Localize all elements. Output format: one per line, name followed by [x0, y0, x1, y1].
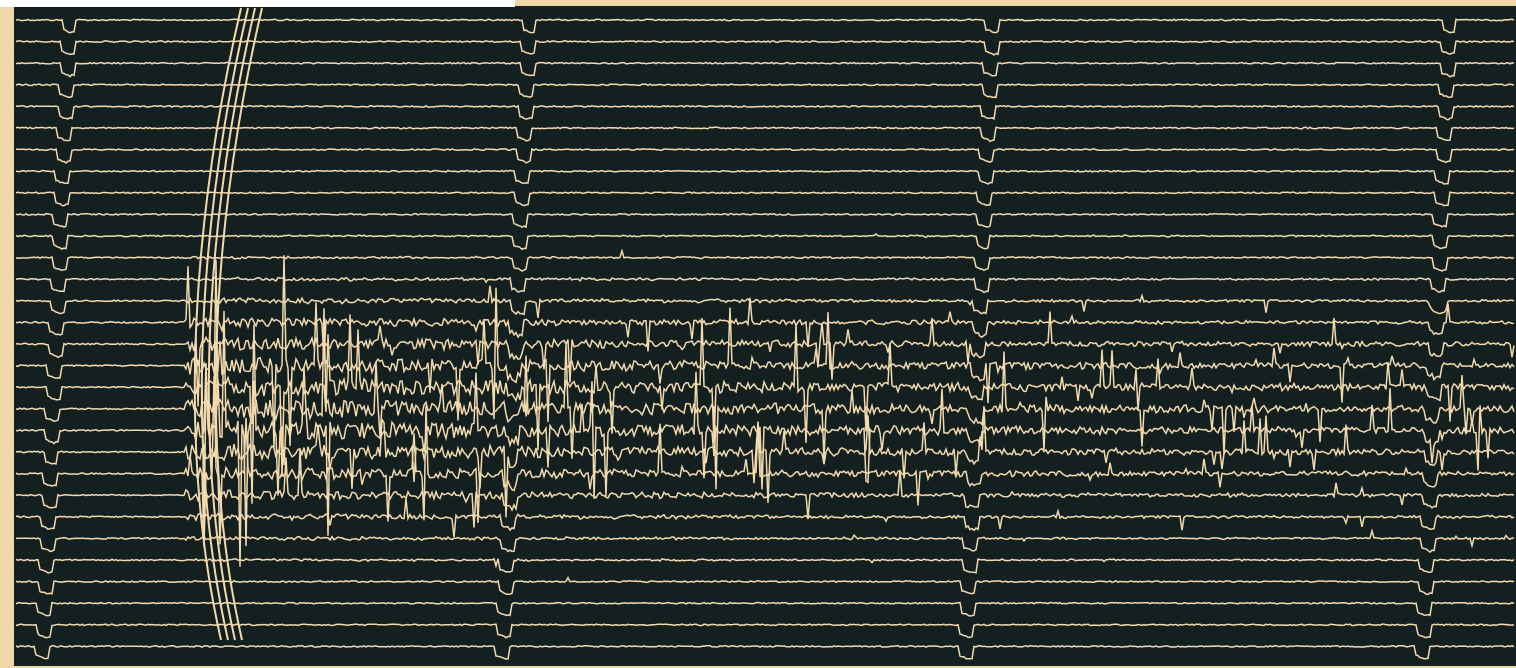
trace-line: [15, 528, 1515, 554]
trace-line: [15, 449, 1515, 528]
trace-line: [15, 406, 1515, 518]
trace-line: [15, 601, 1515, 617]
trace-line: [15, 147, 1515, 164]
traces: [15, 7, 1515, 660]
trace-line: [16, 266, 1515, 361]
trace-line: [15, 255, 1515, 449]
trace-line: [15, 212, 1514, 229]
trace-line: [15, 498, 1515, 538]
record-drum: [14, 6, 1516, 666]
trace-line: [15, 61, 1515, 78]
trace-line: [15, 623, 1515, 639]
trace-line: [15, 285, 1515, 318]
trace-line: [15, 276, 1515, 294]
trace-line: [15, 311, 1515, 407]
scan-edge: [0, 0, 515, 7]
trace-line: [15, 259, 1515, 490]
trace-line: [15, 576, 1515, 596]
trace-line: [15, 314, 1515, 526]
trace-line: [15, 126, 1515, 143]
trace-line: [15, 83, 1515, 99]
trace-line: [15, 644, 1515, 660]
arrival-curve: [214, 7, 263, 641]
trace-line: [15, 248, 1515, 272]
trace-line: [15, 310, 1515, 567]
trace-line: [15, 18, 1515, 34]
trace-line: [15, 557, 1515, 574]
arrival-curve: [207, 7, 256, 641]
trace-line: [15, 233, 1515, 251]
trace-line: [15, 169, 1515, 185]
arrival-curve: [200, 7, 249, 641]
trace-line: [15, 104, 1515, 121]
trace-line: [15, 190, 1515, 207]
trace-line: [15, 376, 1515, 548]
trace-line: [15, 39, 1515, 56]
arrival-curve: [193, 7, 242, 641]
